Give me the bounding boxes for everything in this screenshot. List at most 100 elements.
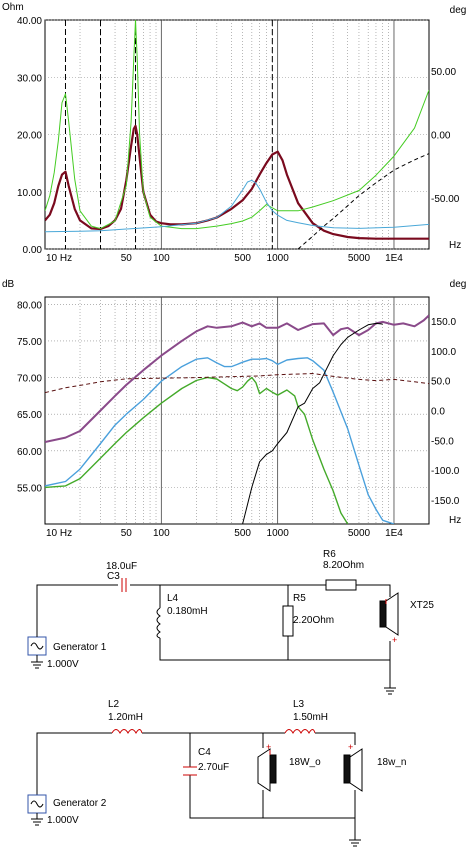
x-tick-label: 5000 (348, 528, 371, 539)
y-right-unit: deg (450, 5, 467, 16)
y-right-tick-label: 100.0 (431, 347, 456, 358)
resistor-r5[interactable] (282, 605, 294, 637)
capacitor-c3[interactable] (121, 578, 127, 592)
r5-value: 2.20Ohm (293, 615, 334, 626)
x-tick-label: 50 (121, 528, 133, 539)
y-left-unit: dB (2, 279, 15, 290)
y-left-tick-label: 60.00 (17, 447, 42, 458)
y-right-tick-label: 0.0 (431, 407, 445, 418)
x-unit: Hz (449, 240, 461, 251)
y-right-tick-label: -50.00 (431, 194, 460, 205)
xt25-label: XT25 (410, 600, 434, 611)
tweeter-crossover-schematic: + (27, 578, 399, 695)
y-right-unit: deg (450, 279, 467, 290)
y-right-tick-label: 0.00 (431, 131, 451, 142)
c3-value: 18.0uF (106, 561, 137, 572)
wire (189, 775, 355, 819)
spl-chart: 55.00 60.00 65.00 70.00 75.00 80.00 -150.0 -100… (2, 279, 466, 539)
y-right-tick-label: -150.0 (431, 496, 460, 507)
svg-text:+: + (392, 635, 397, 645)
x-tick-label: 10 Hz (46, 253, 72, 264)
generator-2-icon[interactable] (27, 794, 47, 826)
y-left-tick-label: 75.00 (17, 337, 42, 348)
series-line-2 (45, 357, 395, 524)
c4-value: 2.70uF (198, 762, 229, 773)
ground-icon (349, 839, 361, 847)
speaker-xt25-icon[interactable]: + (379, 592, 399, 645)
inductor-l3[interactable] (284, 729, 316, 735)
y-left-tick-label: 0.00 (23, 245, 43, 256)
generator-1-value: 1.000V (47, 659, 79, 670)
impedance-chart: 0.00 10.00 20.00 30.00 40.00 -50.00 0.00 50.00 1… (2, 2, 466, 264)
r6-value: 8.20Ohm (323, 560, 364, 571)
series-line-3 (45, 179, 429, 233)
y-left-tick-label: 80.00 (17, 300, 42, 311)
series-line-1 (45, 314, 429, 443)
speaker-18w-o-icon[interactable]: + (257, 742, 277, 792)
plot-frame (44, 296, 430, 525)
wire (36, 732, 112, 795)
y-right-tick-label: 50.0 (431, 377, 451, 388)
inductor-l4[interactable] (156, 607, 161, 639)
r5-label: R5 (293, 593, 306, 604)
generator-2-value: 1.000V (47, 815, 79, 826)
svg-text:+: + (348, 742, 353, 752)
capacitor-c4[interactable] (183, 766, 197, 776)
wire (315, 732, 356, 745)
resistor-r6[interactable] (325, 579, 357, 591)
y-right-tick-label: 150.0 (431, 317, 456, 328)
x-tick-label: 500 (234, 528, 251, 539)
l4-label: L4 (167, 593, 179, 604)
generator-1-label: Generator 1 (53, 642, 107, 653)
x-unit: Hz (449, 515, 461, 526)
l2-value: 1.20mH (108, 712, 143, 723)
c3-label: C3 (107, 571, 120, 582)
x-tick-label: 100 (153, 528, 170, 539)
schematic-labels: C3 18.0uF L4 0.180mH R5 2.20Ohm R6 8.20O… (47, 549, 434, 826)
x-tick-label: 10 Hz (46, 528, 72, 539)
y-left-tick-label: 65.00 (17, 410, 42, 421)
l3-value: 1.50mH (293, 712, 328, 723)
series-line-2 (45, 20, 429, 230)
y-left-tick-label: 30.00 (17, 73, 42, 84)
y-right-tick-label: -50.0 (431, 436, 454, 447)
y-left-tick-label: 55.00 (17, 483, 42, 494)
l2-label: L2 (108, 699, 120, 710)
y-left-tick-label: 70.00 (17, 374, 42, 385)
y-left-unit: Ohm (2, 2, 24, 13)
wire (356, 584, 391, 597)
r6-label: R6 (323, 549, 336, 560)
speaker-18w-o-label: 18W_o (289, 757, 321, 768)
series-line-1 (45, 124, 429, 240)
ground-icon (384, 687, 396, 695)
series-line-4 (242, 322, 383, 524)
x-tick-label: 5000 (348, 253, 371, 264)
speaker-18w-n-label: 18w_n (377, 757, 406, 768)
svg-text:+: + (266, 742, 271, 752)
x-tick-label: 50 (121, 253, 133, 264)
y-right-tick-label: -100.0 (431, 466, 460, 477)
x-tick-label: 1000 (267, 528, 290, 539)
generator-2-label: Generator 2 (53, 798, 107, 809)
wire (36, 584, 118, 628)
l4-value: 0.180mH (167, 606, 208, 617)
x-tick-label: 500 (234, 253, 251, 264)
wire (159, 638, 391, 661)
x-tick-label: 1E4 (385, 253, 403, 264)
l3-label: L3 (293, 699, 305, 710)
y-left-tick-label: 20.00 (17, 131, 42, 142)
x-tick-label: 100 (153, 253, 170, 264)
y-right-tick-label: 50.00 (431, 67, 456, 78)
x-tick-label: 1000 (267, 253, 290, 264)
generator-1-icon[interactable] (27, 628, 47, 669)
speaker-18w-n-icon[interactable]: + (343, 742, 363, 792)
inductor-l2[interactable] (111, 729, 143, 735)
y-left-tick-label: 10.00 (17, 188, 42, 199)
woofer-crossover-schematic: + + (27, 729, 363, 847)
series-line-4 (297, 153, 429, 249)
series-line-3 (45, 376, 349, 524)
x-tick-label: 1E4 (385, 528, 403, 539)
c4-label: C4 (198, 747, 211, 758)
y-left-tick-label: 40.00 (17, 16, 42, 27)
